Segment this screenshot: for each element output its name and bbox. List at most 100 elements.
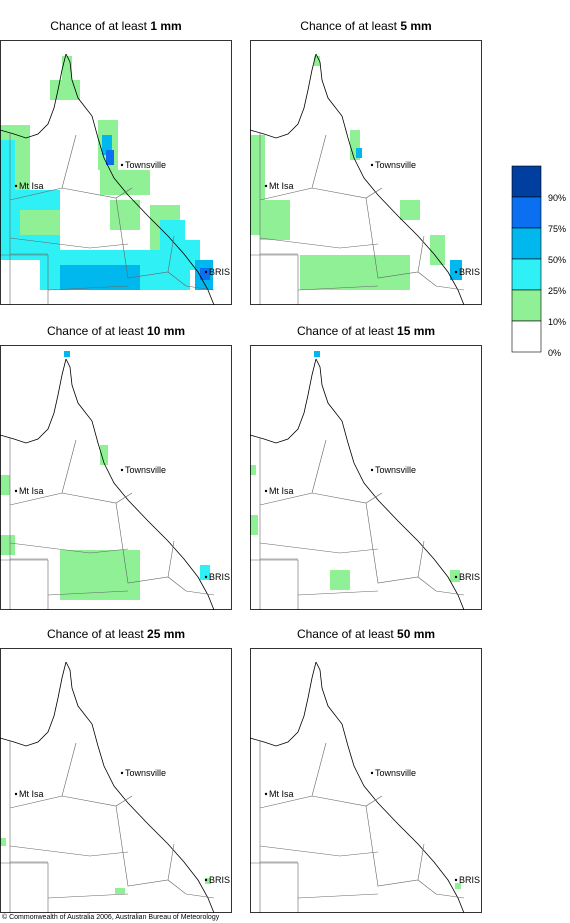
rain-area — [50, 80, 80, 100]
place-dot — [370, 468, 374, 472]
place-dot — [120, 468, 124, 472]
rain-area — [450, 570, 460, 582]
place-label: BRIS — [459, 572, 480, 582]
rain-area — [20, 210, 60, 235]
title-prefix: Chance of at least — [47, 324, 144, 338]
place-label: Mt Isa — [19, 181, 44, 191]
rain-area — [205, 878, 211, 884]
rain-area — [400, 200, 420, 220]
place-dot — [454, 270, 458, 274]
title-prefix: Chance of at least — [300, 19, 397, 33]
legend-swatch — [511, 289, 542, 322]
panel-title: Chance of at least 1 mm — [50, 19, 181, 33]
map-panel: Townsville Mt Isa BRIS — [0, 648, 232, 914]
map-panel: Townsville Mt Isa BRIS — [250, 648, 482, 914]
map-panel: Townsville Mt Isa BRIS — [250, 345, 482, 611]
map-panel: Townsville Mt Isa BRIS — [0, 40, 232, 306]
panel-title: Chance of at least 50 mm — [297, 627, 435, 641]
place-dot — [14, 489, 18, 493]
title-prefix: Chance of at least — [297, 627, 394, 641]
title-amount: 5 mm — [400, 19, 431, 33]
place-label: BRIS — [209, 875, 230, 885]
place-label: Mt Isa — [19, 486, 44, 496]
rain-area — [314, 351, 320, 357]
panel-title: Chance of at least 15 mm — [297, 324, 435, 338]
map-frame — [250, 40, 482, 305]
map-outline — [0, 662, 214, 913]
place-label: Mt Isa — [269, 789, 294, 799]
rain-area — [200, 565, 210, 580]
legend-label: 75% — [548, 224, 566, 234]
rain-area — [0, 475, 10, 495]
place-dot — [264, 184, 268, 188]
map-frame — [0, 648, 232, 913]
legend-swatch — [511, 196, 542, 229]
map-frame — [250, 648, 482, 913]
place-label: Townsville — [375, 160, 416, 170]
panel-title: Chance of at least 10 mm — [47, 324, 185, 338]
copyright: © Commonwealth of Australia 2006, Austra… — [2, 913, 220, 921]
legend-label: 10% — [548, 317, 566, 327]
place-label: BRIS — [459, 267, 480, 277]
legend-label: 90% — [548, 193, 566, 203]
place-label: BRIS — [209, 267, 230, 277]
map-frame — [0, 40, 232, 305]
place-dot — [204, 270, 208, 274]
rain-area — [102, 135, 112, 155]
rain-area — [0, 140, 15, 200]
rain-area — [430, 235, 445, 265]
place-label: Townsville — [125, 768, 166, 778]
rain-area — [106, 150, 114, 165]
rain-area — [115, 888, 125, 894]
rain-area — [0, 535, 15, 555]
place-dot — [14, 792, 18, 796]
place-dot — [14, 184, 18, 188]
map-panel: Townsville Mt Isa BRIS — [0, 345, 232, 611]
rain-area — [300, 255, 410, 290]
legend-swatch — [511, 227, 542, 260]
legend-swatch — [511, 320, 542, 353]
place-label: BRIS — [459, 875, 480, 885]
rain-area — [0, 838, 6, 846]
title-amount: 10 mm — [147, 324, 185, 338]
rain-area — [260, 200, 290, 240]
place-dot — [370, 771, 374, 775]
title-amount: 25 mm — [147, 627, 185, 641]
rain-area — [314, 56, 320, 66]
place-dot — [120, 163, 124, 167]
place-dot — [454, 878, 458, 882]
legend-label: 0% — [548, 348, 561, 358]
title-amount: 15 mm — [397, 324, 435, 338]
place-label: Townsville — [125, 465, 166, 475]
legend-swatch — [511, 165, 542, 198]
title-prefix: Chance of at least — [47, 627, 144, 641]
place-dot — [120, 771, 124, 775]
rain-area — [250, 465, 256, 475]
title-amount: 1 mm — [150, 19, 181, 33]
map-panel: Townsville Mt Isa BRIS — [250, 40, 482, 306]
rain-area — [356, 148, 362, 158]
place-dot — [370, 163, 374, 167]
place-label: Townsville — [375, 768, 416, 778]
place-label: Mt Isa — [269, 181, 294, 191]
place-label: Townsville — [125, 160, 166, 170]
place-dot — [264, 489, 268, 493]
rain-area — [450, 260, 462, 280]
rain-area — [330, 570, 350, 590]
map-outline — [250, 359, 464, 610]
rain-area — [64, 351, 70, 357]
legend-swatch — [511, 258, 542, 291]
place-dot — [204, 878, 208, 882]
place-dot — [204, 575, 208, 579]
legend-label: 50% — [548, 255, 566, 265]
title-prefix: Chance of at least — [50, 19, 147, 33]
title-prefix: Chance of at least — [297, 324, 394, 338]
rain-area — [110, 200, 140, 230]
map-outline — [250, 662, 464, 913]
rain-area — [350, 130, 360, 160]
place-label: Townsville — [375, 465, 416, 475]
place-label: Mt Isa — [269, 486, 294, 496]
rain-area — [62, 56, 72, 86]
rain-area — [250, 515, 258, 535]
